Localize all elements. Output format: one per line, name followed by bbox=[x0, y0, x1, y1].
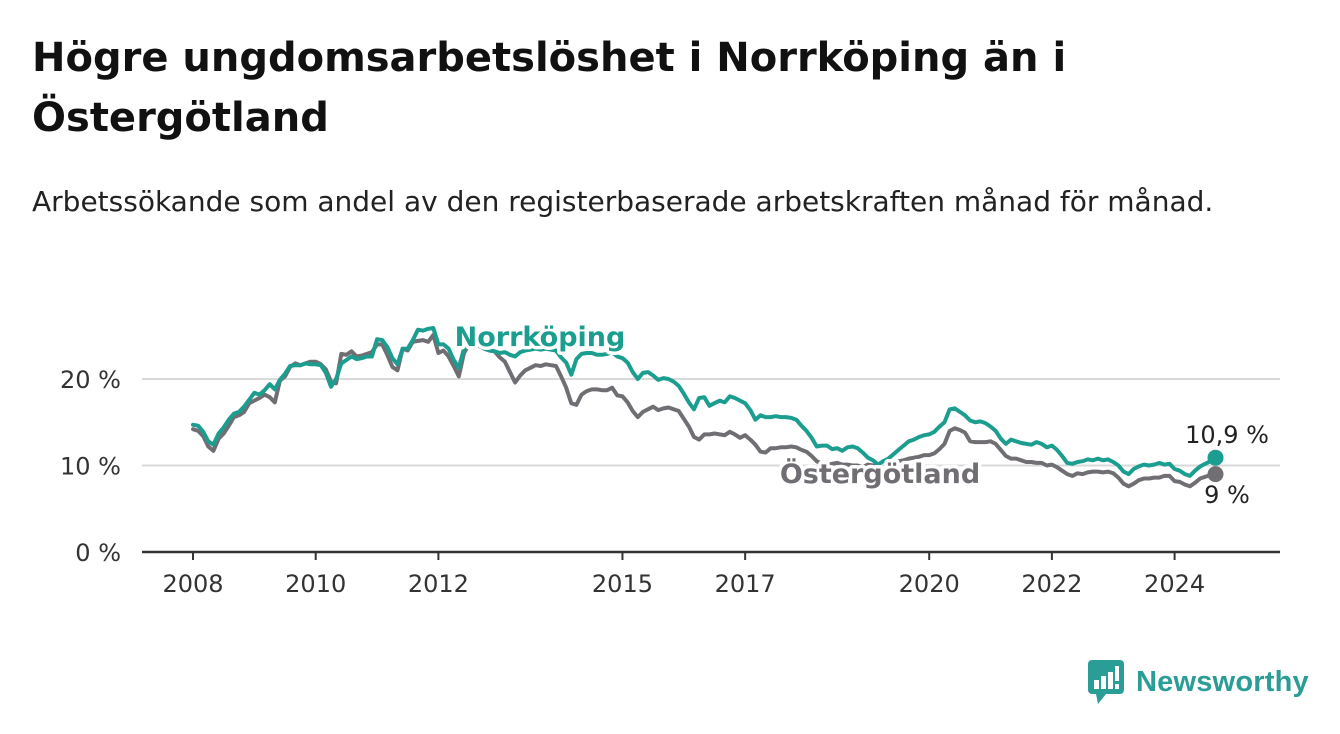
x-tick-label: 2010 bbox=[285, 570, 346, 598]
series-end-value-label: 10,9 % bbox=[1185, 421, 1269, 449]
x-axis-ticks: 2008 2010 2012 2015 2017 2020 2022 2024 bbox=[162, 552, 1205, 598]
x-tick-label: 2024 bbox=[1144, 570, 1205, 598]
series-label-halo: 10,9 % bbox=[1185, 421, 1269, 449]
y-tick-label: 20 % bbox=[60, 366, 121, 394]
series-labels: NorrköpingNorrköpingÖstergötlandÖstergöt… bbox=[451, 319, 1272, 513]
series-line-ostergotland bbox=[191, 332, 1218, 489]
series-lines bbox=[191, 326, 1224, 489]
newsworthy-brand[interactable]: Newsworthy bbox=[1088, 660, 1309, 704]
line-chart: 0 % 10 % 20 % 2008 2010 2012 2015 2017 2020 2022… bbox=[60, 319, 1280, 598]
series-end-value-label: 9 % bbox=[1204, 481, 1250, 509]
series-name-label: Norrköping bbox=[455, 322, 626, 353]
x-tick-label: 2015 bbox=[592, 570, 653, 598]
x-tick-label: 2017 bbox=[715, 570, 776, 598]
end-point-norrkoping bbox=[1207, 449, 1224, 466]
newsworthy-bar-chart-icon bbox=[1088, 660, 1124, 704]
gridlines bbox=[142, 378, 1280, 467]
y-tick-label: 10 % bbox=[60, 453, 121, 481]
series-line-norrkoping bbox=[191, 326, 1218, 478]
x-tick-label: 2012 bbox=[408, 570, 469, 598]
series-label-halo: Östergötland bbox=[780, 457, 980, 490]
x-tick-label: 2022 bbox=[1021, 570, 1082, 598]
series-name-label: Östergötland bbox=[780, 457, 980, 490]
x-tick-label: 2020 bbox=[899, 570, 960, 598]
y-tick-label: 0 % bbox=[75, 539, 121, 567]
end-point-ostergotland bbox=[1207, 466, 1224, 483]
chart-title: Högre ungdomsarbetslöshet i Norrköping ä… bbox=[32, 35, 1067, 141]
chart-subtitle: Arbetssökande som andel av den registerb… bbox=[32, 185, 1214, 218]
series-label-halo: Norrköping bbox=[455, 322, 626, 353]
series-label-halo: 9 % bbox=[1204, 481, 1250, 509]
y-axis-labels: 0 % 10 % 20 % bbox=[60, 366, 121, 567]
brand-name: Newsworthy bbox=[1136, 665, 1309, 698]
x-tick-label: 2008 bbox=[162, 570, 223, 598]
